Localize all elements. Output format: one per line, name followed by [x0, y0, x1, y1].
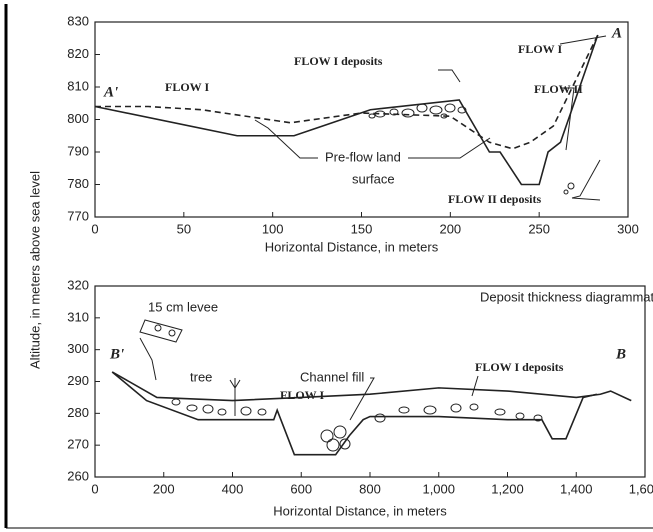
y-tick-label: 820	[67, 46, 89, 61]
annotation: surface	[352, 171, 395, 186]
annotation: 15 cm levee	[148, 299, 218, 314]
x-tick-label: 300	[617, 221, 639, 236]
annotation: FLOW I deposits	[294, 54, 383, 68]
x-tick-label: 150	[351, 221, 373, 236]
x-tick-label: 800	[359, 481, 381, 496]
annotation: Channel fill	[300, 369, 364, 384]
annotation: B'	[109, 346, 124, 362]
y-tick-label: 800	[67, 111, 89, 126]
x-tick-label: 0	[91, 221, 98, 236]
decorations	[139, 35, 607, 452]
y-tick-label: 780	[67, 176, 89, 191]
x-tick-label: 600	[290, 481, 312, 496]
y-tick-label: 270	[67, 437, 89, 452]
annotation: A	[611, 25, 622, 41]
x-tick-label: 1,600	[629, 481, 653, 496]
x-tick-label: 50	[177, 221, 191, 236]
y-tick-label: 260	[67, 468, 89, 483]
annotation: FLOW II	[534, 82, 583, 96]
annotation: FLOW I	[280, 388, 324, 402]
x-tick-label: 200	[153, 481, 175, 496]
y-tick-label: 300	[67, 341, 89, 356]
y-tick-label: 790	[67, 143, 89, 158]
y-tick-label: 810	[67, 78, 89, 93]
profile-line	[94, 34, 599, 186]
annotation: Deposit thickness diagrammatic	[480, 289, 653, 304]
x-axis-label: Horizontal Distance, in meters	[273, 503, 447, 518]
annotation: A'	[103, 84, 118, 100]
x-tick-label: 0	[91, 481, 98, 496]
x-tick-label: 100	[262, 221, 284, 236]
x-tick-label: 1,200	[491, 481, 524, 496]
annotation: B	[615, 346, 626, 362]
x-tick-label: 1,000	[422, 481, 455, 496]
annotation: FLOW I deposits	[475, 360, 564, 374]
x-tick-label: 1,400	[560, 481, 593, 496]
profile-line	[111, 371, 598, 456]
y-axis-label: Altitude, in meters above sea level	[27, 171, 42, 369]
annotation: FLOW II deposits	[448, 192, 541, 206]
y-tick-label: 320	[67, 277, 89, 292]
y-tick-label: 290	[67, 373, 89, 388]
plot-frame	[94, 285, 646, 478]
annotation: FLOW I	[165, 80, 209, 94]
x-tick-label: 400	[222, 481, 244, 496]
annotation: tree	[190, 369, 212, 384]
annotation: FLOW I	[518, 42, 562, 56]
x-axis-label: Horizontal Distance, in meters	[265, 239, 439, 254]
x-tick-label: 200	[439, 221, 461, 236]
x-tick-label: 250	[528, 221, 550, 236]
annotation: Pre-flow land	[325, 149, 401, 164]
profile-line	[111, 371, 632, 402]
y-tick-label: 770	[67, 208, 89, 223]
y-tick-label: 310	[67, 309, 89, 324]
y-tick-label: 280	[67, 405, 89, 420]
y-tick-label: 830	[67, 13, 89, 28]
